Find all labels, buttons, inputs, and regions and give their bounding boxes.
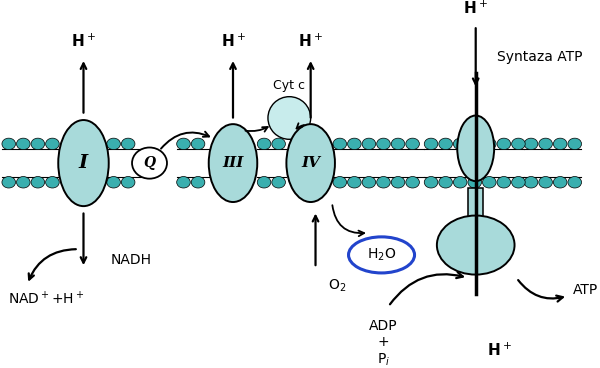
- Text: H$^+$: H$^+$: [463, 0, 488, 17]
- Circle shape: [524, 177, 538, 188]
- Text: NADH: NADH: [110, 253, 152, 267]
- Text: ADP
+
P$_i$: ADP + P$_i$: [369, 319, 398, 368]
- Circle shape: [439, 177, 452, 188]
- Circle shape: [2, 177, 16, 188]
- Text: Syntaza ATP: Syntaza ATP: [497, 50, 583, 64]
- Text: ATP: ATP: [573, 283, 598, 297]
- Circle shape: [377, 138, 390, 150]
- Circle shape: [257, 177, 271, 188]
- Circle shape: [391, 138, 405, 150]
- Ellipse shape: [286, 124, 335, 202]
- Circle shape: [272, 177, 286, 188]
- Circle shape: [107, 177, 121, 188]
- Circle shape: [568, 177, 581, 188]
- Text: III: III: [223, 156, 244, 170]
- Circle shape: [176, 138, 190, 150]
- Circle shape: [482, 177, 496, 188]
- Text: O$_2$: O$_2$: [328, 278, 346, 294]
- Circle shape: [539, 138, 553, 150]
- Ellipse shape: [58, 120, 109, 206]
- Text: H$^+$: H$^+$: [71, 33, 96, 50]
- Text: IV: IV: [301, 156, 320, 170]
- Circle shape: [454, 138, 467, 150]
- Circle shape: [424, 138, 438, 150]
- Circle shape: [46, 138, 59, 150]
- Text: H$^+$: H$^+$: [221, 33, 245, 50]
- Bar: [257, 149, 286, 177]
- Text: H$^+$: H$^+$: [487, 342, 512, 359]
- Text: H$^+$: H$^+$: [298, 33, 323, 50]
- Circle shape: [391, 177, 405, 188]
- Circle shape: [553, 177, 567, 188]
- Circle shape: [121, 177, 135, 188]
- Bar: [468, 188, 484, 233]
- Circle shape: [406, 177, 419, 188]
- Circle shape: [568, 138, 581, 150]
- Circle shape: [377, 177, 390, 188]
- Circle shape: [191, 138, 205, 150]
- Circle shape: [454, 177, 467, 188]
- Circle shape: [553, 138, 567, 150]
- Text: I: I: [79, 154, 88, 172]
- Circle shape: [424, 177, 438, 188]
- Circle shape: [539, 177, 553, 188]
- Circle shape: [482, 138, 496, 150]
- Circle shape: [17, 138, 30, 150]
- Ellipse shape: [349, 237, 415, 273]
- Circle shape: [31, 138, 44, 150]
- Circle shape: [524, 138, 538, 150]
- Circle shape: [176, 177, 190, 188]
- Circle shape: [121, 138, 135, 150]
- Bar: [176, 149, 209, 177]
- Circle shape: [439, 138, 452, 150]
- Circle shape: [272, 138, 286, 150]
- Circle shape: [468, 177, 482, 188]
- Circle shape: [31, 177, 44, 188]
- Bar: [333, 149, 424, 177]
- Circle shape: [107, 138, 121, 150]
- Circle shape: [512, 177, 525, 188]
- Circle shape: [347, 138, 361, 150]
- Circle shape: [362, 138, 376, 150]
- Ellipse shape: [209, 124, 257, 202]
- Text: Cyt c: Cyt c: [274, 79, 305, 92]
- Circle shape: [17, 177, 30, 188]
- Bar: [424, 149, 524, 177]
- Bar: [524, 149, 581, 177]
- Ellipse shape: [437, 216, 515, 275]
- Circle shape: [497, 138, 511, 150]
- Circle shape: [497, 177, 511, 188]
- Ellipse shape: [268, 97, 311, 139]
- Bar: [107, 149, 143, 177]
- Circle shape: [46, 177, 59, 188]
- Bar: [2, 149, 60, 177]
- Ellipse shape: [132, 148, 167, 178]
- Circle shape: [257, 138, 271, 150]
- Circle shape: [406, 138, 419, 150]
- Circle shape: [191, 177, 205, 188]
- Text: H$_2$O: H$_2$O: [367, 247, 396, 263]
- Text: NAD$^+$+H$^+$: NAD$^+$+H$^+$: [8, 290, 84, 307]
- Circle shape: [333, 177, 347, 188]
- Circle shape: [362, 177, 376, 188]
- Text: Q: Q: [143, 156, 155, 170]
- Circle shape: [347, 177, 361, 188]
- Circle shape: [2, 138, 16, 150]
- Ellipse shape: [457, 116, 494, 181]
- Circle shape: [468, 138, 482, 150]
- Circle shape: [512, 138, 525, 150]
- Circle shape: [333, 138, 347, 150]
